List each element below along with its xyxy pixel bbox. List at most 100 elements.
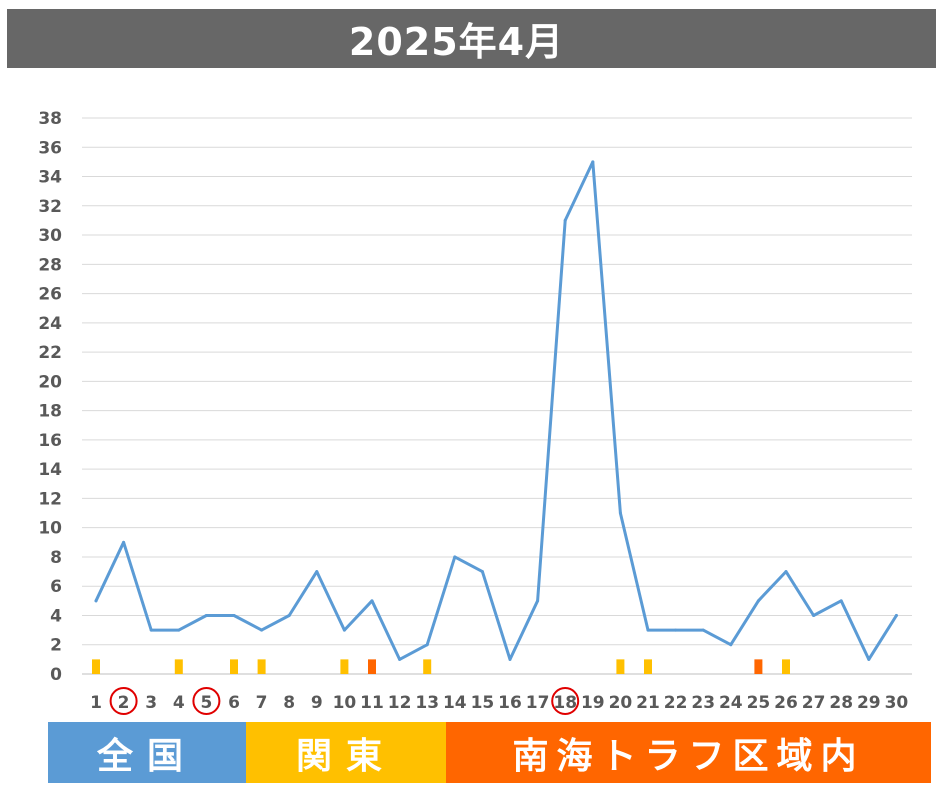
y-tick-label: 22: [38, 343, 62, 363]
data-point: [756, 599, 760, 603]
x-tick-label: 17: [526, 693, 550, 713]
data-point: [563, 218, 567, 222]
y-tick-label: 8: [50, 548, 62, 568]
x-tick-label: 11: [360, 693, 384, 713]
data-point: [232, 613, 236, 617]
chart-title-bar: 2025年4月: [7, 9, 936, 68]
x-tick-label: 21: [636, 693, 660, 713]
x-tick-label: 2: [118, 693, 130, 713]
legend-nankai: 南海トラフ区域内: [446, 722, 931, 783]
x-tick-label: 8: [283, 693, 295, 713]
data-point: [618, 511, 622, 515]
data-point: [370, 599, 374, 603]
data-point: [315, 570, 319, 574]
x-tick-label: 4: [173, 693, 185, 713]
x-tick-label: 28: [829, 693, 853, 713]
x-tick-label: 10: [333, 693, 357, 713]
x-tick-label: 27: [802, 693, 826, 713]
series-line: [94, 160, 898, 661]
data-point: [701, 628, 705, 632]
y-tick-label: 26: [38, 285, 62, 305]
x-tick-label: 26: [774, 693, 798, 713]
day-marker-kanto: [340, 659, 349, 674]
x-tick-label: 29: [857, 693, 881, 713]
data-point: [453, 555, 457, 559]
circled-day-marker: [551, 687, 580, 715]
data-point: [894, 613, 898, 617]
data-point: [839, 599, 843, 603]
data-point: [812, 613, 816, 617]
data-point: [342, 628, 346, 632]
y-tick-label: 30: [38, 226, 62, 246]
legend-national-label: 全国: [96, 735, 197, 777]
data-point: [204, 613, 208, 617]
data-point: [867, 657, 871, 661]
x-tick-label: 5: [200, 693, 212, 713]
circled-day-marker: [109, 687, 138, 715]
y-tick-label: 0: [50, 665, 62, 685]
y-tick-label: 14: [38, 460, 62, 480]
x-tick-label: 23: [691, 693, 715, 713]
day-marker-kanto: [257, 659, 266, 674]
y-tick-label: 20: [38, 372, 62, 392]
x-tick-label: 12: [388, 693, 412, 713]
data-point: [536, 599, 540, 603]
y-tick-label: 18: [38, 402, 62, 422]
x-tick-label: 19: [581, 693, 605, 713]
x-tick-label: 18: [553, 693, 577, 713]
circled-day-marker: [192, 687, 221, 715]
chart-title: 2025年4月: [348, 20, 565, 64]
x-tick-label: 7: [256, 693, 268, 713]
y-tick-label: 38: [38, 109, 62, 129]
data-point: [398, 657, 402, 661]
day-marker-kanto: [782, 659, 790, 674]
x-tick-label: 6: [228, 693, 240, 713]
day-marker-kanto: [230, 659, 238, 674]
x-tick-label: 25: [747, 693, 771, 713]
x-tick-label: 3: [145, 693, 157, 713]
data-point: [729, 643, 733, 647]
y-tick-label: 2: [50, 636, 62, 656]
legend-kanto-label: 関東: [295, 735, 396, 777]
data-point: [480, 570, 484, 574]
y-tick-label: 16: [38, 431, 62, 451]
day-marker-nankai: [368, 659, 376, 674]
y-tick-label: 12: [38, 489, 62, 509]
data-point: [94, 599, 98, 603]
data-point: [425, 643, 429, 647]
data-point: [149, 628, 153, 632]
data-point: [784, 570, 788, 574]
data-point: [287, 613, 291, 617]
x-tick-label: 16: [498, 693, 522, 713]
day-marker-kanto: [423, 659, 432, 674]
y-tick-label: 4: [50, 606, 62, 626]
day-marker-nankai: [754, 659, 763, 674]
x-tick-label: 9: [311, 693, 323, 713]
day-marker-kanto: [644, 659, 652, 674]
data-point: [122, 540, 126, 544]
y-tick-label: 36: [38, 138, 62, 158]
x-tick-label: 20: [609, 693, 633, 713]
x-tick-label: 24: [719, 693, 743, 713]
x-tick-label: 1: [90, 693, 102, 713]
y-tick-label: 28: [38, 255, 62, 275]
x-tick-label: 13: [415, 693, 439, 713]
legend-nankai-label: 南海トラフ区域内: [512, 735, 865, 777]
data-point: [646, 628, 650, 632]
data-point: [591, 160, 595, 164]
y-tick-label: 24: [38, 314, 62, 334]
y-tick-label: 6: [50, 577, 62, 597]
y-tick-label: 10: [38, 519, 62, 539]
day-marker-kanto: [174, 659, 183, 674]
data-point: [674, 628, 678, 632]
data-point: [260, 628, 264, 632]
data-point: [508, 657, 512, 661]
x-tick-label: 14: [443, 693, 467, 713]
data-point: [177, 628, 181, 632]
day-marker-kanto: [92, 659, 100, 674]
x-tick-label: 22: [664, 693, 688, 713]
legend-national: 全国: [48, 722, 246, 783]
x-tick-label: 15: [471, 693, 495, 713]
y-tick-label: 32: [38, 197, 62, 217]
y-tick-label: 34: [38, 168, 62, 188]
